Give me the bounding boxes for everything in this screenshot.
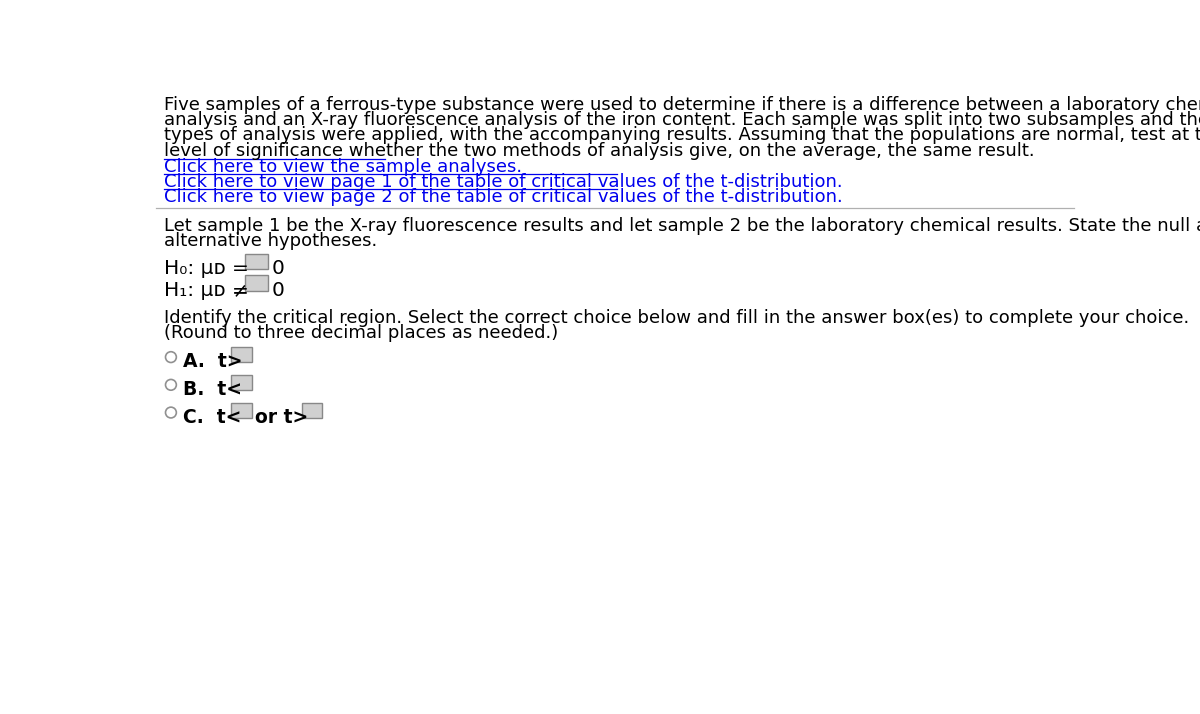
Circle shape — [166, 352, 176, 363]
Text: Click here to view page 1 of the table of critical values of the t-distribution.: Click here to view page 1 of the table o… — [164, 173, 842, 191]
Circle shape — [166, 379, 176, 391]
Text: Click here to view the sample analyses.: Click here to view the sample analyses. — [164, 158, 522, 176]
FancyBboxPatch shape — [302, 403, 322, 418]
FancyBboxPatch shape — [232, 347, 252, 363]
Text: level of significance whether the two methods of analysis give, on the average, : level of significance whether the two me… — [164, 141, 1034, 159]
Text: or t>: or t> — [254, 408, 308, 427]
Text: Let sample 1 be the X-ray fluorescence results and let sample 2 be the laborator: Let sample 1 be the X-ray fluorescence r… — [164, 217, 1200, 235]
Text: =: = — [232, 259, 248, 278]
Text: H₁: μᴅ: H₁: μᴅ — [164, 281, 226, 300]
Text: types of analysis were applied, with the accompanying results. Assuming that the: types of analysis were applied, with the… — [164, 126, 1200, 144]
Text: 0: 0 — [271, 281, 284, 300]
Text: (Round to three decimal places as needed.): (Round to three decimal places as needed… — [164, 323, 558, 341]
Text: C.  t<: C. t< — [184, 408, 241, 427]
Text: Five samples of a ferrous-type substance were used to determine if there is a di: Five samples of a ferrous-type substance… — [164, 96, 1200, 114]
Text: B.  t<: B. t< — [184, 380, 242, 399]
Text: Identify the critical region. Select the correct choice below and fill in the an: Identify the critical region. Select the… — [164, 308, 1189, 326]
Text: Click here to view page 2 of the table of critical values of the t-distribution.: Click here to view page 2 of the table o… — [164, 188, 842, 206]
FancyBboxPatch shape — [245, 276, 268, 291]
Text: A.  t>: A. t> — [184, 353, 242, 371]
Text: analysis and an X-ray fluorescence analysis of the iron content. Each sample was: analysis and an X-ray fluorescence analy… — [164, 111, 1200, 129]
FancyBboxPatch shape — [232, 375, 252, 391]
Text: H₀: μᴅ: H₀: μᴅ — [164, 259, 226, 278]
FancyBboxPatch shape — [245, 254, 268, 269]
Circle shape — [166, 407, 176, 418]
Text: alternative hypotheses.: alternative hypotheses. — [164, 232, 377, 250]
Text: 0: 0 — [271, 259, 284, 278]
Text: ≠: ≠ — [232, 281, 248, 300]
FancyBboxPatch shape — [232, 403, 252, 418]
